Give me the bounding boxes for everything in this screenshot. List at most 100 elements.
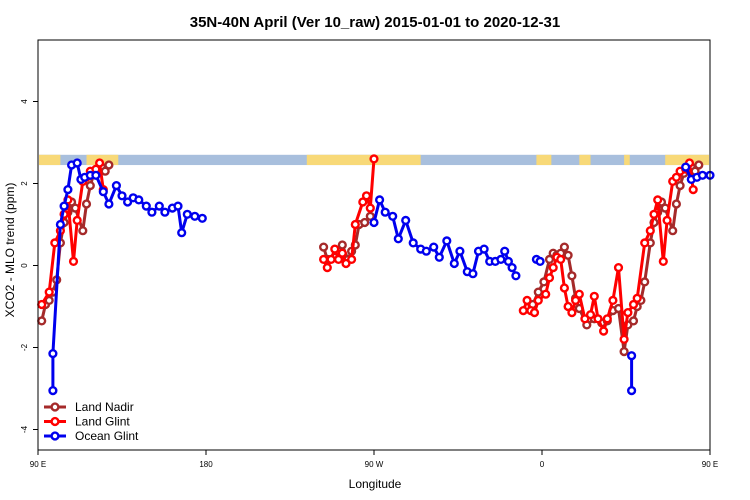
plot-series xyxy=(37,154,715,396)
data-point xyxy=(55,219,66,230)
data-point xyxy=(449,258,459,269)
data-point xyxy=(350,219,360,230)
data-point xyxy=(640,238,650,248)
data-point xyxy=(628,316,639,326)
data-point xyxy=(48,349,58,359)
data-point xyxy=(434,252,444,262)
data-point xyxy=(68,256,79,267)
data-point xyxy=(593,314,603,324)
data-point xyxy=(518,306,528,316)
data-point xyxy=(111,181,122,191)
land-band-segment xyxy=(536,154,552,166)
data-point xyxy=(322,263,332,273)
data-point xyxy=(117,191,127,201)
data-point xyxy=(563,301,573,312)
data-point xyxy=(333,254,344,265)
data-point xyxy=(662,215,672,226)
data-point xyxy=(134,195,144,205)
data-point xyxy=(608,295,618,306)
data-point xyxy=(401,215,411,226)
data-point xyxy=(337,240,347,250)
data-point xyxy=(72,158,82,168)
data-point xyxy=(529,308,540,318)
data-point xyxy=(468,269,478,279)
data-point xyxy=(658,256,668,267)
series-line xyxy=(51,161,203,391)
data-point xyxy=(122,197,133,207)
data-point xyxy=(94,158,105,168)
data-point xyxy=(442,236,452,246)
data-point xyxy=(81,199,92,209)
data-point xyxy=(559,283,570,293)
data-point xyxy=(619,347,629,357)
data-point xyxy=(628,299,639,310)
chart-title: 35N-40N April (Ver 10_raw) 2015-01-01 to… xyxy=(190,14,560,31)
data-point xyxy=(91,170,101,180)
x-tick-label: 90 W xyxy=(365,460,384,469)
data-point xyxy=(681,162,691,172)
data-point xyxy=(182,209,192,219)
y-axis-label: XCO2 - MLO trend (ppm) xyxy=(3,183,17,318)
data-point xyxy=(541,289,551,299)
y-tick-label: 2 xyxy=(20,181,29,186)
legend-swatch-marker xyxy=(50,431,60,441)
data-point xyxy=(570,295,581,306)
data-point xyxy=(535,256,545,267)
data-point xyxy=(154,201,164,211)
data-point xyxy=(533,295,543,306)
data-point xyxy=(347,254,357,265)
data-point xyxy=(319,242,329,252)
data-point xyxy=(141,201,151,211)
legend-label: Ocean Glint xyxy=(75,429,139,443)
data-point xyxy=(361,191,372,201)
data-point xyxy=(688,185,698,195)
x-axis-label: Longitude xyxy=(349,477,402,491)
data-point xyxy=(44,287,54,297)
land-band-segment xyxy=(579,154,591,166)
data-point xyxy=(455,246,465,256)
y-tick-label: 0 xyxy=(20,263,29,268)
data-point xyxy=(503,256,514,267)
data-point xyxy=(421,246,431,256)
data-point xyxy=(623,308,633,318)
data-point xyxy=(98,187,108,197)
data-point xyxy=(556,254,566,265)
data-point xyxy=(507,263,517,273)
data-point xyxy=(358,197,368,207)
x-tick-label: 90 E xyxy=(30,460,46,469)
data-point xyxy=(369,217,379,228)
x-tick-label: 0 xyxy=(540,460,545,469)
data-point xyxy=(197,213,207,223)
data-point xyxy=(190,211,200,221)
legend-label: Land Glint xyxy=(75,415,130,429)
plot-frame xyxy=(37,39,711,451)
legend-swatch-marker xyxy=(50,416,60,427)
legend-swatch-marker xyxy=(50,402,60,412)
data-point xyxy=(632,293,642,303)
data-point xyxy=(380,207,390,217)
data-point xyxy=(479,244,489,254)
land-band-segment xyxy=(624,154,630,166)
data-point xyxy=(649,209,659,219)
series-ocean-glint xyxy=(48,158,715,396)
data-point xyxy=(160,207,170,217)
data-point xyxy=(671,199,682,209)
data-point xyxy=(37,316,47,326)
data-point xyxy=(533,287,543,297)
data-point xyxy=(563,250,573,260)
data-point xyxy=(375,195,385,205)
data-point xyxy=(360,217,370,228)
data-point xyxy=(511,271,521,281)
data-point xyxy=(72,215,82,226)
data-point xyxy=(369,154,379,164)
data-point xyxy=(668,226,678,236)
series-land-glint xyxy=(37,154,698,344)
data-point xyxy=(675,181,685,191)
data-point xyxy=(337,248,347,258)
data-point xyxy=(388,211,398,221)
data-point xyxy=(104,199,114,209)
data-point xyxy=(522,295,532,306)
land-band-segment xyxy=(39,154,61,166)
data-point xyxy=(326,254,336,265)
